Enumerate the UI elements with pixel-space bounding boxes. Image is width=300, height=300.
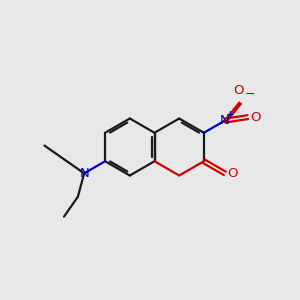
Text: O: O: [233, 84, 244, 97]
Text: O: O: [227, 167, 238, 180]
Text: N: N: [220, 114, 230, 127]
Text: +: +: [226, 110, 235, 120]
Text: −: −: [244, 88, 255, 101]
Text: N: N: [79, 167, 89, 180]
Text: O: O: [251, 111, 261, 124]
